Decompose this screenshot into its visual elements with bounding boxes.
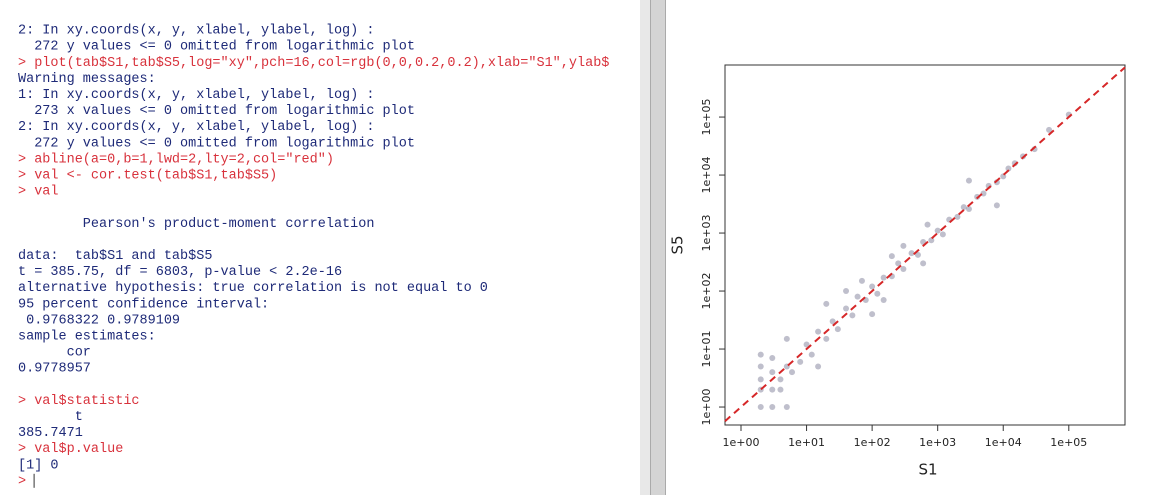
point (869, 283, 875, 289)
point (935, 228, 941, 234)
point (966, 178, 972, 184)
point (758, 404, 764, 410)
x-tick-label: 1e+05 (1050, 436, 1087, 449)
y-tick-label: 1e+04 (700, 157, 713, 194)
x-axis-label: S1 (918, 461, 937, 479)
point (900, 266, 906, 272)
point (823, 336, 829, 342)
point (823, 301, 829, 307)
console: 2: In xy.coords(x, y, xlabel, ylabel, lo… (0, 0, 641, 495)
console-line: 1: In xy.coords(x, y, xlabel, ylabel, lo… (18, 88, 374, 103)
point (881, 297, 887, 303)
console-line: t (18, 410, 83, 425)
point (961, 204, 967, 210)
point (758, 376, 764, 382)
point (789, 369, 795, 375)
console-line: 385.7471 (18, 426, 83, 441)
console-line: alternative hypothesis: true correlation… (18, 281, 488, 296)
console-line: data: tab$S1 and tab$S5 (18, 249, 212, 264)
console-line: Pearson's product-moment correlation (18, 217, 374, 232)
console-line: [1] 0 (18, 458, 59, 473)
console-line: > val$p.value (18, 442, 123, 457)
point (777, 387, 783, 393)
console-line: > (18, 474, 26, 489)
y-axis-label: S5 (669, 235, 687, 254)
console-line: 272 y values <= 0 omitted from logarithm… (18, 40, 415, 55)
console-line: 272 y values <= 0 omitted from logarithm… (18, 136, 415, 151)
console-line: 2: In xy.coords(x, y, xlabel, ylabel, lo… (18, 24, 374, 39)
point (769, 369, 775, 375)
point (758, 352, 764, 358)
point (835, 326, 841, 332)
point (889, 253, 895, 259)
point (900, 243, 906, 249)
point (859, 278, 865, 284)
console-line: > val <- cor.test(tab$S1,tab$S5) (18, 168, 277, 183)
console-line: 0.9778957 (18, 362, 91, 377)
console-line: > plot(tab$S1,tab$S5,log="xy",pch=16,col… (18, 56, 609, 71)
x-tick-label: 1e+00 (723, 436, 760, 449)
point (815, 329, 821, 335)
point (881, 275, 887, 281)
x-tick-label: 1e+04 (985, 436, 1022, 449)
point (809, 352, 815, 358)
console-line: sample estimates: (18, 329, 156, 344)
point (769, 404, 775, 410)
console-line: > val (18, 185, 59, 200)
console-line: cor (18, 346, 91, 361)
console-line: 273 x values <= 0 omitted from logarithm… (18, 104, 415, 119)
point (843, 306, 849, 312)
point (874, 291, 880, 297)
console-line: t = 385.75, df = 6803, p-value < 2.2e-16 (18, 265, 342, 280)
y-tick-label: 1e+02 (700, 273, 713, 310)
console-line: > val$statistic (18, 394, 140, 409)
console-line: 0.9768322 0.9789109 (18, 313, 180, 328)
x-tick-label: 1e+02 (854, 436, 891, 449)
point (994, 202, 1000, 208)
point (784, 404, 790, 410)
console-line: 95 percent confidence interval: (18, 297, 269, 312)
y-tick-label: 1e+00 (700, 389, 713, 426)
y-tick-label: 1e+01 (700, 331, 713, 368)
point (797, 359, 803, 365)
point (966, 206, 972, 212)
point (843, 288, 849, 294)
point (849, 312, 855, 318)
point (758, 363, 764, 369)
pane-divider[interactable] (650, 0, 666, 495)
y-tick-label: 1e+03 (700, 215, 713, 252)
point (925, 222, 931, 228)
console-line: > abline(a=0,b=1,lwd=2,lty=2,col="red") (18, 152, 334, 167)
point (940, 231, 946, 237)
point (928, 237, 934, 243)
point (920, 260, 926, 266)
point (784, 336, 790, 342)
point (769, 355, 775, 361)
y-tick-label: 1e+05 (700, 99, 713, 136)
point (855, 294, 861, 300)
x-tick-label: 1e+03 (919, 436, 956, 449)
point (815, 363, 821, 369)
point (769, 387, 775, 393)
point (777, 376, 783, 382)
plot: S1 S5 1e+00 1e+01 1e+02 1e+03 1e+04 1e+05 1e+0… (665, 0, 1151, 495)
point (869, 311, 875, 317)
x-tick-label: 1e+01 (788, 436, 825, 449)
console-line: 2: In xy.coords(x, y, xlabel, ylabel, lo… (18, 120, 374, 135)
page: 2: In xy.coords(x, y, xlabel, ylabel, lo… (0, 0, 1151, 495)
console-line: Warning messages: (18, 72, 156, 87)
scrollbar[interactable] (640, 0, 650, 495)
